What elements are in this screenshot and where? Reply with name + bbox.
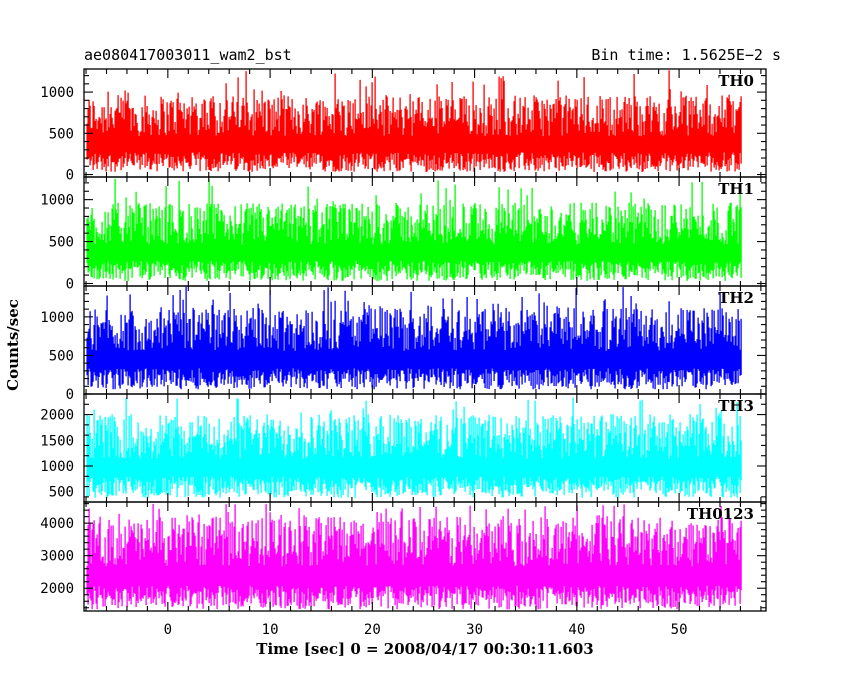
- y-tick-label: 4000: [40, 516, 74, 532]
- x-tick-label: 0: [164, 622, 172, 638]
- panels: 05001000TH005001000TH105001000TH25001000…: [40, 68, 767, 638]
- panel-label-th0123: TH0123: [687, 505, 754, 523]
- series-th2: [86, 286, 742, 390]
- series-th1: [86, 178, 742, 281]
- y-tick-label: 1000: [40, 310, 74, 326]
- x-tick-label: 50: [671, 622, 688, 638]
- panel-label-th3: TH3: [718, 397, 754, 415]
- y-tick-label: 500: [49, 485, 74, 501]
- x-tick-label: 30: [466, 622, 483, 638]
- panel-th3: 500 1000 1500 2000 TH3: [40, 393, 767, 503]
- series-th0: [86, 70, 742, 172]
- chart-title-left: ae080417003011_wam2_bst: [84, 46, 292, 64]
- y-tick-label: 0: [66, 276, 74, 292]
- panel-label-th1: TH1: [718, 180, 754, 198]
- y-tick-label: 0: [66, 387, 74, 403]
- panel-th0123: 2000 3000 4000 TH0123: [40, 501, 767, 612]
- chart-title-right: Bin time: 1.5625E−2 s: [591, 46, 781, 64]
- panel-th2: 0 500 1000 TH2: [40, 285, 767, 403]
- y-tick-label: 500: [49, 126, 74, 142]
- y-axis-label: Counts/sec: [4, 299, 22, 391]
- y-tick-label: 3000: [40, 549, 74, 565]
- y-tick-label: 500: [49, 235, 74, 251]
- x-axis-label: Time [sec] 0 = 2008/04/17 00:30:11.603: [256, 640, 593, 658]
- panel-th1: 0 500 1000 TH1: [40, 176, 767, 292]
- y-tick-label: 1000: [40, 193, 74, 209]
- y-tick-label: 2000: [40, 581, 74, 597]
- series-th0123: [86, 503, 742, 610]
- y-tick-label: 1000: [40, 85, 74, 101]
- panel-label-th0: TH0: [718, 72, 754, 90]
- panel-th0: 0 500 1000 TH0: [40, 68, 767, 184]
- panel-label-th2: TH2: [718, 289, 754, 307]
- y-tick-label: 1500: [40, 433, 74, 449]
- y-tick-label: 0: [66, 168, 74, 184]
- x-tick-label: 20: [364, 622, 381, 638]
- x-tick-label: 40: [568, 622, 585, 638]
- series-th3: [86, 397, 742, 498]
- panel-frame: [83, 501, 767, 612]
- y-tick-label: 500: [49, 348, 74, 364]
- y-tick-label: 2000: [40, 408, 74, 424]
- y-tick-label: 1000: [40, 459, 74, 475]
- x-tick-label: 10: [262, 622, 279, 638]
